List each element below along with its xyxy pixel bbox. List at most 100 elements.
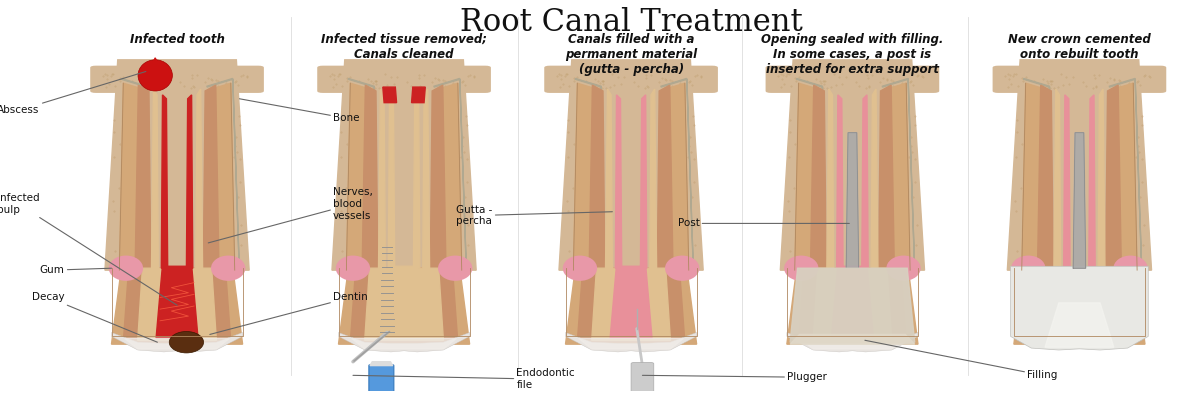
Polygon shape bbox=[383, 87, 396, 103]
Polygon shape bbox=[136, 85, 151, 270]
Polygon shape bbox=[790, 268, 914, 342]
Polygon shape bbox=[196, 89, 203, 270]
Polygon shape bbox=[641, 95, 647, 268]
Polygon shape bbox=[383, 266, 425, 338]
Text: New crown cemented
onto rebuilt tooth: New crown cemented onto rebuilt tooth bbox=[1008, 33, 1151, 61]
Polygon shape bbox=[800, 338, 905, 349]
Polygon shape bbox=[569, 78, 601, 270]
Polygon shape bbox=[138, 268, 216, 340]
Polygon shape bbox=[574, 83, 600, 270]
Text: Dentin: Dentin bbox=[210, 292, 368, 335]
Polygon shape bbox=[787, 333, 918, 352]
Polygon shape bbox=[436, 83, 462, 270]
Polygon shape bbox=[151, 89, 158, 270]
FancyBboxPatch shape bbox=[90, 66, 264, 93]
Polygon shape bbox=[650, 89, 656, 270]
Text: Abscess: Abscess bbox=[0, 71, 146, 115]
Polygon shape bbox=[559, 60, 703, 270]
Polygon shape bbox=[370, 362, 392, 366]
Polygon shape bbox=[378, 89, 385, 270]
Text: Infected tissue removed;
Canals cleaned: Infected tissue removed; Canals cleaned bbox=[322, 33, 487, 61]
Polygon shape bbox=[203, 85, 218, 270]
Text: Nerves,
blood
vessels: Nerves, blood vessels bbox=[209, 187, 373, 243]
Polygon shape bbox=[832, 266, 874, 338]
Polygon shape bbox=[124, 268, 230, 342]
Text: Endodontic
file: Endodontic file bbox=[353, 368, 575, 390]
Polygon shape bbox=[1010, 266, 1148, 350]
Polygon shape bbox=[616, 95, 622, 268]
Polygon shape bbox=[347, 83, 373, 270]
Text: Decay: Decay bbox=[32, 292, 157, 342]
Polygon shape bbox=[1038, 85, 1054, 270]
Polygon shape bbox=[414, 95, 420, 268]
Polygon shape bbox=[149, 58, 162, 71]
Polygon shape bbox=[862, 95, 868, 268]
Polygon shape bbox=[350, 268, 458, 342]
Polygon shape bbox=[338, 268, 469, 344]
Text: Canals filled with a
permanent material
(gutta - percha): Canals filled with a permanent material … bbox=[565, 33, 697, 76]
Polygon shape bbox=[1040, 268, 1118, 340]
Polygon shape bbox=[422, 89, 430, 270]
Polygon shape bbox=[780, 60, 924, 270]
FancyBboxPatch shape bbox=[317, 66, 491, 93]
Polygon shape bbox=[836, 95, 844, 268]
Polygon shape bbox=[662, 83, 689, 270]
Polygon shape bbox=[814, 268, 892, 340]
Ellipse shape bbox=[784, 256, 818, 281]
FancyBboxPatch shape bbox=[368, 364, 394, 392]
Polygon shape bbox=[161, 95, 168, 268]
Polygon shape bbox=[352, 338, 456, 349]
Polygon shape bbox=[1026, 268, 1133, 342]
Ellipse shape bbox=[211, 256, 245, 281]
Polygon shape bbox=[434, 78, 467, 270]
Polygon shape bbox=[787, 268, 918, 344]
Ellipse shape bbox=[169, 331, 204, 353]
Polygon shape bbox=[810, 85, 826, 270]
Ellipse shape bbox=[336, 256, 370, 281]
Text: Bone: Bone bbox=[240, 99, 360, 123]
Polygon shape bbox=[658, 85, 673, 270]
Polygon shape bbox=[186, 95, 193, 268]
FancyBboxPatch shape bbox=[545, 66, 718, 93]
Text: Plugger: Plugger bbox=[642, 372, 827, 382]
Polygon shape bbox=[332, 60, 476, 270]
Polygon shape bbox=[431, 85, 446, 270]
Polygon shape bbox=[1098, 89, 1105, 270]
Text: Root Canal Treatment: Root Canal Treatment bbox=[460, 7, 803, 38]
Polygon shape bbox=[362, 85, 378, 270]
Polygon shape bbox=[610, 266, 652, 338]
Polygon shape bbox=[871, 89, 878, 270]
Polygon shape bbox=[878, 85, 894, 270]
Polygon shape bbox=[115, 78, 148, 270]
Polygon shape bbox=[156, 266, 198, 338]
Polygon shape bbox=[1014, 268, 1145, 344]
Polygon shape bbox=[209, 83, 235, 270]
Polygon shape bbox=[1073, 133, 1086, 268]
Polygon shape bbox=[794, 83, 821, 270]
Polygon shape bbox=[1054, 89, 1061, 270]
Polygon shape bbox=[1045, 303, 1114, 347]
Text: Gutta -
percha: Gutta - percha bbox=[456, 205, 612, 227]
Polygon shape bbox=[883, 83, 910, 270]
Polygon shape bbox=[790, 78, 822, 270]
Polygon shape bbox=[577, 268, 685, 342]
Polygon shape bbox=[389, 95, 395, 268]
Polygon shape bbox=[589, 85, 605, 270]
Polygon shape bbox=[790, 335, 914, 344]
Polygon shape bbox=[799, 268, 906, 342]
Polygon shape bbox=[606, 89, 612, 270]
Ellipse shape bbox=[1012, 256, 1045, 281]
Polygon shape bbox=[882, 78, 914, 270]
Text: Opening sealed with filling.
In some cases, a post is
inserted for extra support: Opening sealed with filling. In some cas… bbox=[761, 33, 943, 76]
Polygon shape bbox=[412, 87, 425, 103]
FancyBboxPatch shape bbox=[992, 66, 1166, 93]
Polygon shape bbox=[1018, 78, 1050, 270]
FancyBboxPatch shape bbox=[631, 362, 654, 392]
Polygon shape bbox=[1063, 95, 1070, 268]
Ellipse shape bbox=[665, 256, 700, 281]
Text: Gum: Gum bbox=[40, 265, 112, 275]
Polygon shape bbox=[365, 268, 443, 340]
Ellipse shape bbox=[138, 60, 173, 91]
Text: Infected
pulp: Infected pulp bbox=[0, 193, 178, 305]
Polygon shape bbox=[112, 333, 242, 352]
